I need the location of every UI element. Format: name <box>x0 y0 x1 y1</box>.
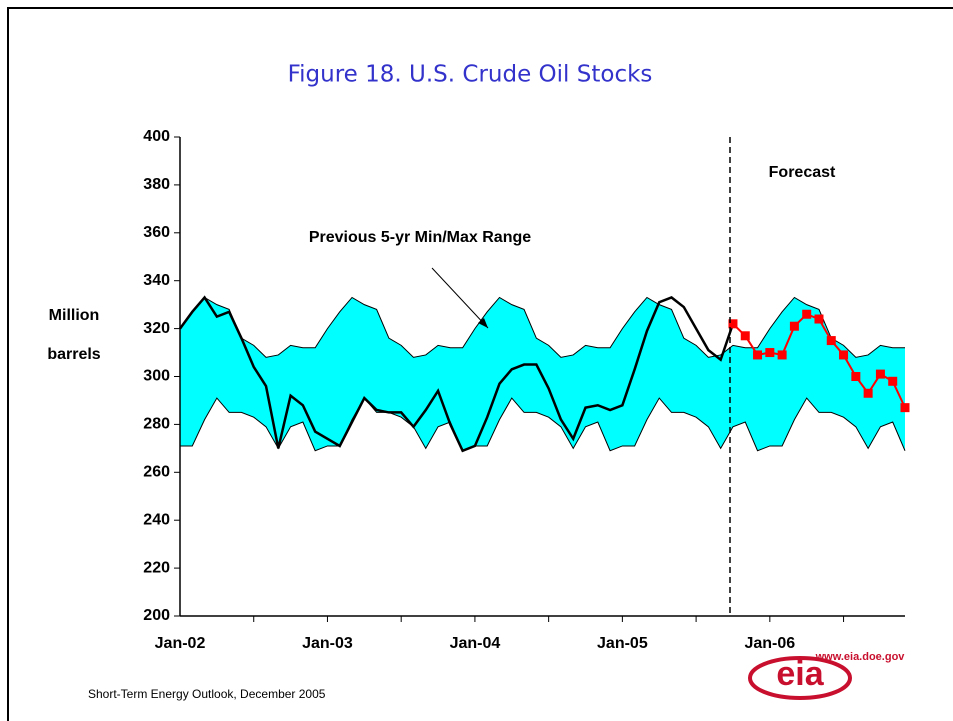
forecast-marker <box>728 319 738 329</box>
y-tick-label: 260 <box>143 464 170 481</box>
y-tick-label: 200 <box>143 607 170 624</box>
y-tick-label: 240 <box>143 511 170 528</box>
y-tick-label: 220 <box>143 559 170 576</box>
x-tick-label: Jan-03 <box>302 635 353 652</box>
annotation: Forecast <box>769 164 836 181</box>
logo-url: www.eia.doe.gov <box>815 651 906 663</box>
forecast-marker <box>900 403 910 413</box>
series-line <box>178 295 735 453</box>
source-note: Short-Term Energy Outlook, December 2005 <box>88 687 326 701</box>
forecast-marker <box>777 350 787 360</box>
chart-title: Figure 18. U.S. Crude Oil Stocks <box>288 62 653 88</box>
forecast-marker <box>851 372 861 381</box>
slide-frame <box>7 7 953 721</box>
plot-area: 200 220 240 260 280 300 320 340 360 380 400 Jan-02 J… <box>143 128 910 652</box>
x-tick-label: Jan-02 <box>155 635 206 652</box>
y-tick-label: 380 <box>143 176 170 193</box>
forecast-marker <box>789 321 799 331</box>
forecast-marker <box>740 331 750 341</box>
forecast-marker <box>875 369 885 379</box>
logo-text: eia <box>776 655 824 693</box>
forecast-marker <box>863 388 873 398</box>
x-tick-label: Jan-04 <box>450 635 501 652</box>
forecast-marker <box>888 376 898 386</box>
y-tick-label: 400 <box>143 128 170 145</box>
y-tick-label: 360 <box>143 224 170 241</box>
x-tick-label: Jan-05 <box>597 635 648 652</box>
logo-swoosh <box>748 656 852 700</box>
forecast-marker <box>802 309 812 319</box>
y-tick-label: 300 <box>143 368 170 385</box>
annotation: Previous 5-yr Min/Max Range <box>309 229 531 246</box>
forecast-marker <box>826 336 836 346</box>
range-edge <box>180 397 906 452</box>
y-tick-label: 340 <box>143 272 170 289</box>
annotation-arrow <box>431 267 489 329</box>
forecast-marker <box>839 350 849 360</box>
range-edge <box>179 296 905 358</box>
forecast-marker <box>814 314 824 324</box>
y-axis-label: barrels <box>47 346 100 363</box>
y-tick-label: 280 <box>143 416 170 433</box>
forecast-marker <box>753 350 763 360</box>
logo: eia www.eia.doe.gov <box>748 651 906 700</box>
y-axis-label: Million <box>49 307 100 324</box>
forecast-marker <box>765 348 775 358</box>
x-tick-label: Jan-06 <box>744 635 795 652</box>
y-tick-label: 320 <box>143 320 170 337</box>
arrow-head <box>478 318 488 328</box>
